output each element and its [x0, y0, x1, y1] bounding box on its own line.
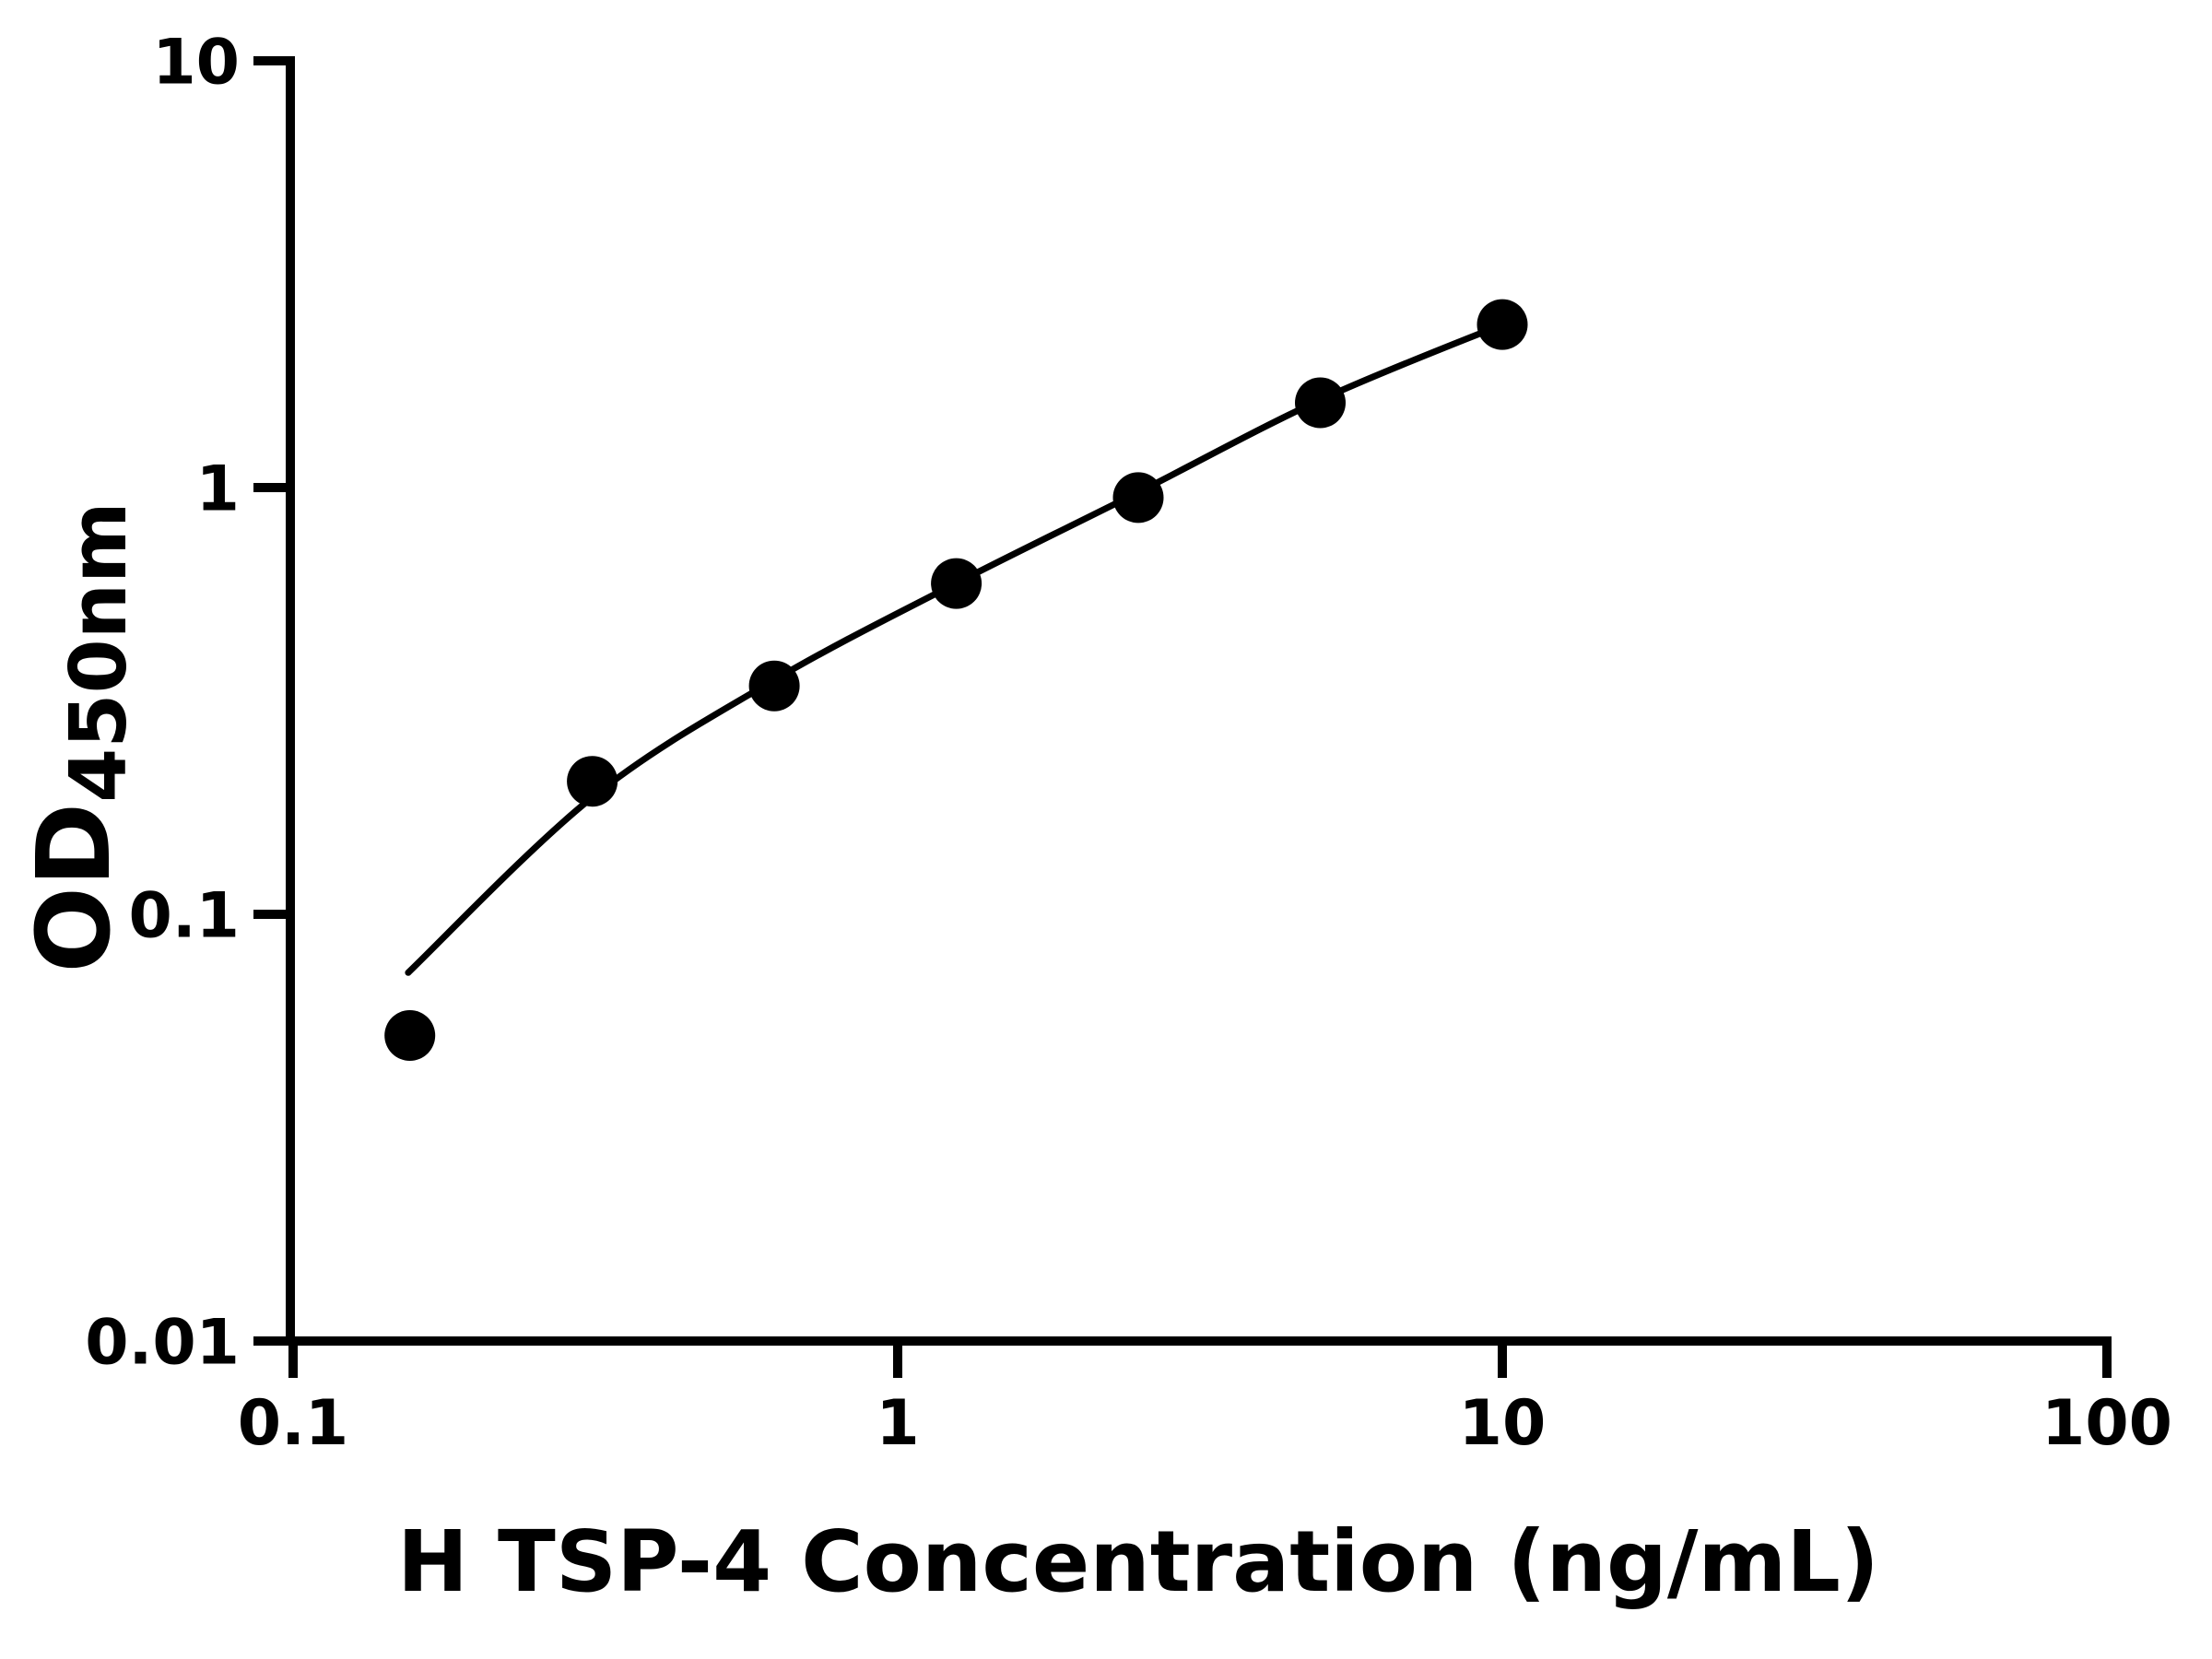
y-axis-title-main: OD: [15, 803, 133, 973]
data-point: [567, 756, 618, 807]
data-point: [1112, 472, 1164, 524]
y-tick-label: 10: [152, 26, 240, 99]
data-point-layer: [384, 299, 1528, 1061]
data-point: [931, 558, 982, 609]
x-tick-label: 10: [1459, 1387, 1547, 1460]
y-axis-title-subscript: 450nm: [53, 501, 145, 803]
data-point: [384, 1010, 436, 1061]
data-point: [748, 660, 800, 712]
y-axis-title: OD450nm: [15, 501, 145, 972]
y-tick-label: 0.01: [85, 1306, 240, 1379]
x-tick-label: 0.1: [238, 1387, 348, 1460]
data-point: [1295, 377, 1346, 429]
fit-curve: [405, 321, 1506, 976]
y-tick-label: 1: [196, 453, 240, 525]
data-point: [1477, 299, 1528, 350]
axes: [286, 56, 2112, 1346]
x-axis-title: H TSP-4 Concentration (ng/mL): [397, 1512, 1879, 1611]
fit-curve-layer: [405, 321, 1506, 976]
x-tick-label: 1: [876, 1387, 919, 1460]
axis-tick-labels: 0.01 0.1 1 10 0.1 1 10 100: [85, 26, 2172, 1460]
axis-ticks: [253, 56, 2112, 1378]
x-tick-label: 100: [2041, 1387, 2172, 1460]
y-tick-label: 0.1: [129, 879, 240, 952]
